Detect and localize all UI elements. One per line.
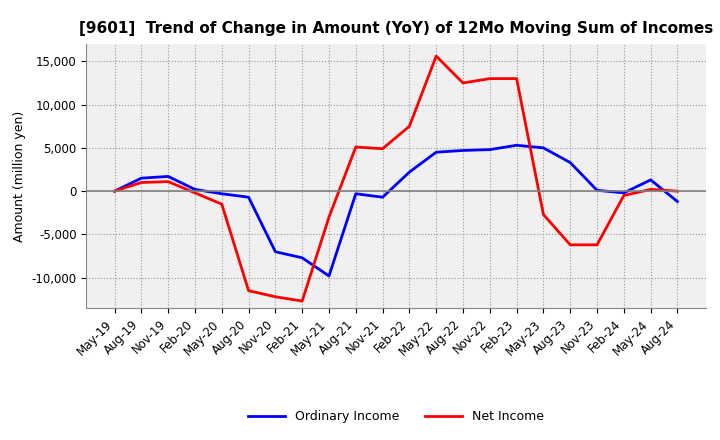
Net Income — [137, 180, 145, 185]
Ordinary Income — [164, 174, 173, 179]
Net Income — [593, 242, 601, 247]
Title: [9601]  Trend of Change in Amount (YoY) of 12Mo Moving Sum of Incomes: [9601] Trend of Change in Amount (YoY) o… — [79, 21, 713, 36]
Net Income — [191, 190, 199, 195]
Ordinary Income — [351, 191, 360, 196]
Ordinary Income — [271, 249, 279, 254]
Net Income — [539, 212, 548, 217]
Net Income — [459, 81, 467, 86]
Ordinary Income — [459, 148, 467, 153]
Ordinary Income — [378, 194, 387, 200]
Ordinary Income — [593, 187, 601, 193]
Ordinary Income — [673, 199, 682, 204]
Net Income — [673, 188, 682, 194]
Ordinary Income — [513, 143, 521, 148]
Net Income — [110, 188, 119, 194]
Ordinary Income — [566, 160, 575, 165]
Ordinary Income — [298, 255, 307, 260]
Net Income — [513, 76, 521, 81]
Line: Net Income: Net Income — [114, 56, 678, 301]
Net Income — [485, 76, 494, 81]
Net Income — [619, 193, 628, 198]
Ordinary Income — [485, 147, 494, 152]
Ordinary Income — [325, 273, 333, 279]
Net Income — [405, 124, 414, 129]
Ordinary Income — [647, 177, 655, 183]
Net Income — [378, 146, 387, 151]
Ordinary Income — [191, 187, 199, 192]
Line: Ordinary Income: Ordinary Income — [114, 145, 678, 276]
Net Income — [164, 179, 173, 184]
Ordinary Income — [432, 150, 441, 155]
Ordinary Income — [110, 188, 119, 194]
Net Income — [432, 54, 441, 59]
Net Income — [647, 187, 655, 192]
Net Income — [298, 298, 307, 304]
Ordinary Income — [137, 176, 145, 181]
Net Income — [244, 288, 253, 293]
Ordinary Income — [244, 194, 253, 200]
Ordinary Income — [619, 190, 628, 195]
Ordinary Income — [539, 145, 548, 150]
Net Income — [566, 242, 575, 247]
Ordinary Income — [217, 191, 226, 196]
Legend: Ordinary Income, Net Income: Ordinary Income, Net Income — [243, 406, 549, 429]
Net Income — [351, 144, 360, 150]
Net Income — [217, 202, 226, 207]
Net Income — [325, 214, 333, 220]
Net Income — [271, 294, 279, 299]
Ordinary Income — [405, 169, 414, 175]
Y-axis label: Amount (million yen): Amount (million yen) — [13, 110, 26, 242]
